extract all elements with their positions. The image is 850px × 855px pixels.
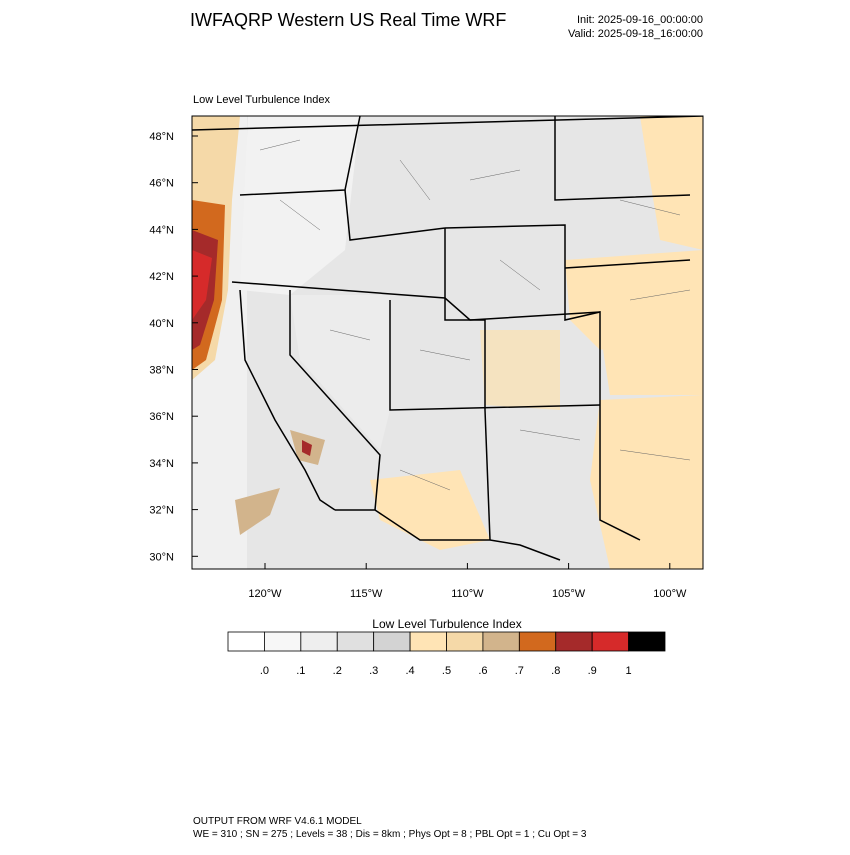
- colorbar-box: [336, 631, 375, 652]
- lat-label: 34°N: [149, 458, 174, 470]
- colorbar-label: .8: [551, 665, 560, 677]
- colorbar-box: [373, 631, 411, 652]
- lon-label: 110°W: [451, 588, 484, 600]
- title: IWFAQRP Western US Real Time WRF: [190, 10, 506, 30]
- colorbar-box: [264, 631, 302, 652]
- lat-label: 42°N: [149, 271, 174, 283]
- lon-label: 105°W: [552, 588, 586, 600]
- colorbar-box: [409, 631, 447, 652]
- colorbar-label: .2: [333, 665, 342, 677]
- colorbar-box: [555, 631, 593, 652]
- colorbar-box: [227, 631, 265, 652]
- colorbar-label: .6: [478, 665, 487, 677]
- colorbar-label: .5: [442, 665, 451, 677]
- lat-label: 32°N: [149, 505, 174, 517]
- map-frame: [191, 115, 704, 570]
- lat-label: 48°N: [149, 131, 174, 143]
- lat-label: 38°N: [149, 365, 174, 377]
- map-field: [192, 116, 703, 569]
- lat-label: 46°N: [149, 178, 174, 190]
- footer-line: OUTPUT FROM WRF V4.6.1 MODEL: [193, 816, 362, 827]
- colorbar-label: .7: [515, 665, 524, 677]
- lat-label: 44°N: [149, 224, 174, 236]
- colorbar-label: .9: [588, 665, 597, 677]
- colorbar-box: [300, 631, 338, 652]
- lon-label: 115°W: [350, 588, 383, 600]
- colorbar-label: 1: [626, 665, 632, 677]
- lat-label: 40°N: [149, 318, 174, 330]
- footer-line: WE = 310 ; SN = 275 ; Levels = 38 ; Dis …: [193, 829, 587, 840]
- colorbar-title: Low Level Turbulence Index: [372, 617, 521, 631]
- lat-label: 30°N: [149, 551, 174, 563]
- colorbar-box: [628, 631, 666, 652]
- colorbar-label: .0: [260, 665, 269, 677]
- valid-time: Valid: 2025-09-18_16:00:00: [568, 28, 703, 40]
- colorbar-box: [591, 631, 629, 652]
- colorbar-label: .4: [405, 665, 414, 677]
- colorbar-box: [518, 631, 557, 652]
- colorbar-box: [482, 631, 520, 652]
- map-label: Low Level Turbulence Index: [193, 94, 330, 106]
- lon-label: 100°W: [653, 588, 687, 600]
- colorbar-label: .1: [296, 665, 305, 677]
- colorbar-box: [446, 631, 484, 652]
- colorbar-label: .3: [369, 665, 378, 677]
- lat-label: 36°N: [149, 411, 174, 423]
- lon-label: 120°W: [248, 588, 282, 600]
- init-time: Init: 2025-09-16_00:00:00: [577, 14, 703, 26]
